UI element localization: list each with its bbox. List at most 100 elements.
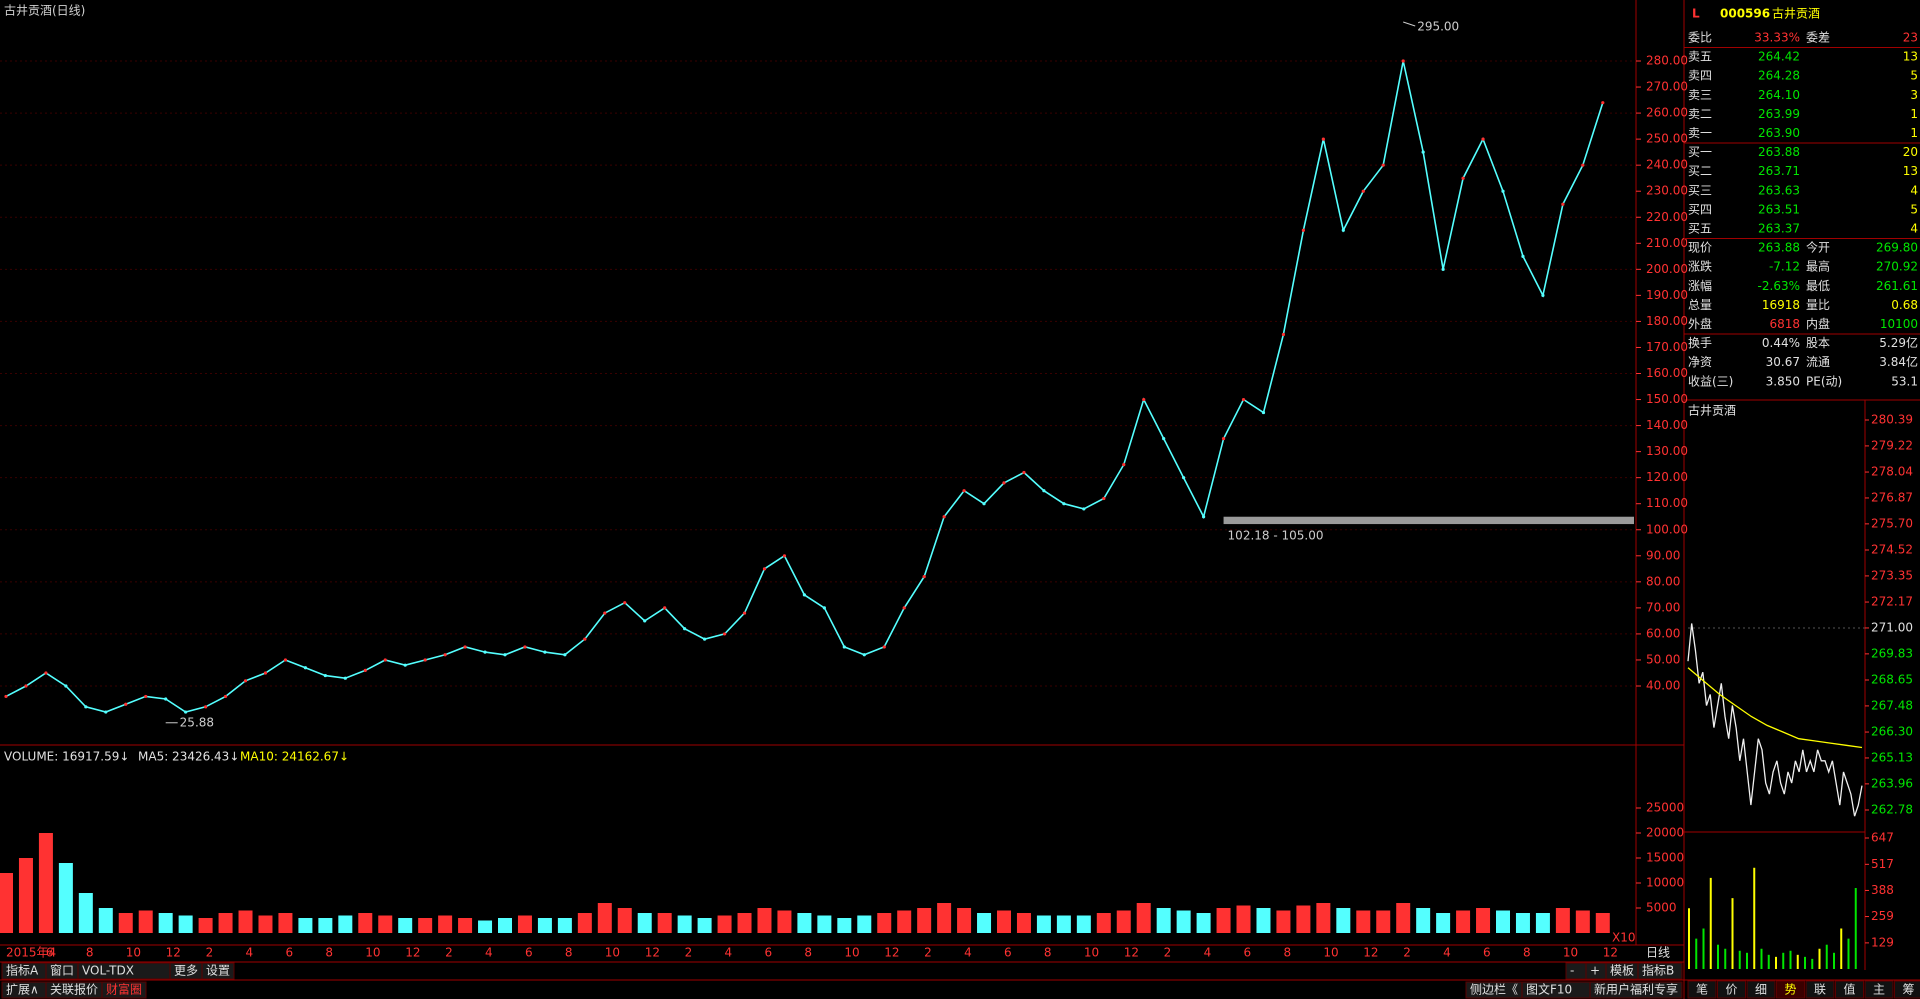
volume-bar [1276, 910, 1291, 933]
price-point [144, 694, 148, 699]
price-point [1221, 437, 1226, 441]
market-flag: L [1692, 7, 1700, 21]
tab-label[interactable]: 指标B [1642, 963, 1674, 978]
price-point [922, 575, 926, 579]
volume-bar [138, 910, 153, 933]
price-point [902, 606, 906, 610]
side-tab-label[interactable]: 细 [1755, 983, 1767, 997]
y-tick-label: 40.00 [1646, 679, 1680, 693]
ratio-value: 33.33% [1754, 31, 1800, 45]
stat-label: 现价 [1688, 241, 1712, 255]
x-tick-label: 6 [764, 946, 772, 960]
tab[interactable] [201, 962, 235, 980]
side-tab-label[interactable]: 值 [1843, 982, 1855, 997]
side-tab[interactable] [1864, 980, 1894, 999]
price-point [1082, 507, 1086, 511]
intraday-volume-bar [1789, 950, 1792, 969]
tab-label[interactable]: + [1590, 964, 1600, 978]
price-point [782, 554, 787, 558]
y-tick-label: 263.96 [1871, 776, 1913, 790]
x-tick-label: 8 [86, 946, 94, 960]
price-point [283, 658, 288, 662]
y-tick-label: 276.87 [1871, 490, 1913, 504]
side-tab-label[interactable]: 主 [1873, 983, 1885, 997]
x-tick-label: 10 [1084, 946, 1099, 960]
y-tick-label: 129 [1871, 935, 1894, 949]
book-label: 买一 [1688, 145, 1712, 159]
tab[interactable] [1465, 981, 1523, 999]
volume-bar [278, 913, 293, 933]
tab-label[interactable]: 侧边栏《 [1470, 982, 1518, 997]
tab[interactable] [1565, 962, 1587, 980]
tab-label[interactable]: 财富圈 [106, 982, 142, 997]
intraday-volume-bar [1847, 938, 1850, 969]
volume-bar [1156, 908, 1171, 933]
price-point [1022, 470, 1026, 475]
ma10-label: MA10: 24162.67↓ [240, 750, 349, 764]
volume-bar [118, 913, 133, 933]
price-point [1122, 463, 1126, 467]
volume-bar [1216, 908, 1231, 933]
tab-label[interactable]: 设置 [206, 964, 230, 978]
side-tab[interactable] [1805, 980, 1835, 999]
side-tab[interactable] [1687, 980, 1717, 999]
x-tick-label: 6 [1004, 946, 1012, 960]
book-volume: 4 [1910, 222, 1918, 236]
side-tab-label[interactable]: 联 [1814, 983, 1826, 997]
y-tick-label: 50.00 [1646, 652, 1680, 666]
tab-label[interactable]: 图文F10 [1526, 982, 1572, 997]
tab-label[interactable]: 更多 [174, 964, 198, 978]
side-tab-label[interactable]: 笔 [1696, 982, 1708, 997]
book-volume: 4 [1910, 183, 1918, 197]
intraday-volume-bar [1688, 908, 1690, 969]
x-tick-label: 6 [1244, 946, 1252, 960]
price-point [623, 601, 627, 605]
price-point [722, 632, 727, 636]
x-tick-label: 10 [1563, 946, 1578, 960]
price-point [1182, 476, 1186, 480]
tab-label[interactable]: 窗口 [50, 964, 74, 978]
y-tick-label: 90.00 [1646, 548, 1680, 562]
ratio-label: 委比 [1688, 31, 1712, 45]
side-tab[interactable] [1894, 980, 1920, 999]
tab-label[interactable]: 新用户福利专享 [1594, 982, 1678, 997]
side-tab[interactable] [1776, 980, 1805, 999]
book-label: 买三 [1688, 183, 1712, 197]
stat-value: 0.44% [1762, 336, 1800, 350]
tab-label[interactable]: 关联报价 [50, 982, 98, 997]
price-point [1142, 397, 1146, 402]
intraday-volume-bar [1717, 944, 1719, 969]
price-point [802, 593, 807, 597]
y-tick-label: 388 [1871, 883, 1894, 897]
tab-label[interactable]: 模板 [1610, 964, 1634, 978]
side-tab[interactable] [1835, 980, 1864, 999]
y-tick-label: 269.83 [1871, 646, 1913, 660]
support-band [1223, 516, 1634, 525]
tab[interactable] [101, 981, 147, 999]
side-tab[interactable] [1746, 980, 1776, 999]
volume-bar [38, 833, 53, 933]
y-tick-label: 265.13 [1871, 750, 1913, 764]
intraday-volume-bar [1804, 956, 1806, 969]
x-tick-label: 4 [1204, 946, 1212, 960]
scale-label: X10 [1612, 931, 1636, 945]
tab-label[interactable]: - [1570, 964, 1574, 978]
tab-label[interactable]: 指标A [6, 963, 39, 978]
y-tick-label: 267.48 [1871, 698, 1913, 712]
side-tab-label[interactable]: 价 [1725, 983, 1737, 997]
price-point [124, 702, 128, 706]
volume-bar [857, 915, 872, 933]
price-point [303, 666, 307, 670]
side-tab-label[interactable]: 筹 [1902, 983, 1914, 997]
tab-label[interactable]: VOL-TDX [82, 964, 134, 978]
y-tick-label: 80.00 [1646, 574, 1680, 588]
price-point [1281, 332, 1286, 337]
side-tab[interactable] [1717, 980, 1746, 999]
side-tab-label[interactable]: 势 [1784, 983, 1796, 997]
tab-label[interactable]: 扩展∧ [6, 983, 39, 997]
book-price: 264.28 [1758, 69, 1800, 83]
volume-bar [1296, 905, 1311, 933]
x-tick-label: 2 [924, 946, 932, 960]
